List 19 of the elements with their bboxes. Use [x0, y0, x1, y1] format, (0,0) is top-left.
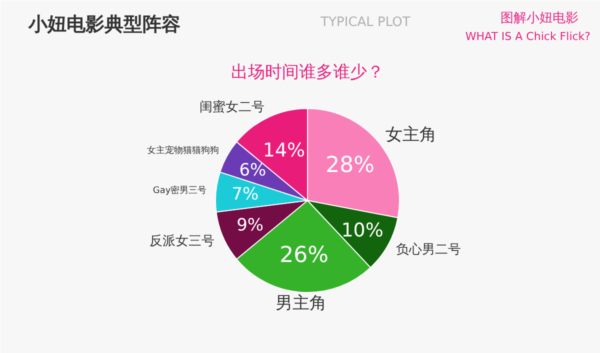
- data-label: 14%: [262, 140, 306, 162]
- slice-label: Gay密男三号: [152, 184, 207, 196]
- data-label: 6%: [239, 160, 266, 180]
- data-label: 26%: [280, 243, 328, 268]
- chart-subtitle: 出场时间谁多谁少？: [231, 62, 384, 82]
- slice-label: 闺蜜女二号: [199, 98, 264, 115]
- text: WHAT IS A Chick Flick?: [465, 30, 591, 43]
- text: TYPICAL PLOT: [320, 15, 410, 30]
- slice-label: 负心男二号: [396, 242, 462, 258]
- slice-label: 女主角: [385, 124, 436, 145]
- text: 图解小妞电影: [500, 11, 578, 26]
- slice-label: 反派女三号: [150, 234, 215, 249]
- data-label: 9%: [236, 215, 264, 236]
- data-label: 7%: [232, 184, 259, 205]
- slice-label: 男主角: [276, 293, 327, 314]
- data-label: 28%: [326, 152, 374, 178]
- chart-title: 小妞电影典型阵容: [28, 14, 180, 36]
- slice-label: 女主宠物猫猫狗狗: [146, 144, 219, 156]
- data-label: 10%: [341, 220, 384, 242]
